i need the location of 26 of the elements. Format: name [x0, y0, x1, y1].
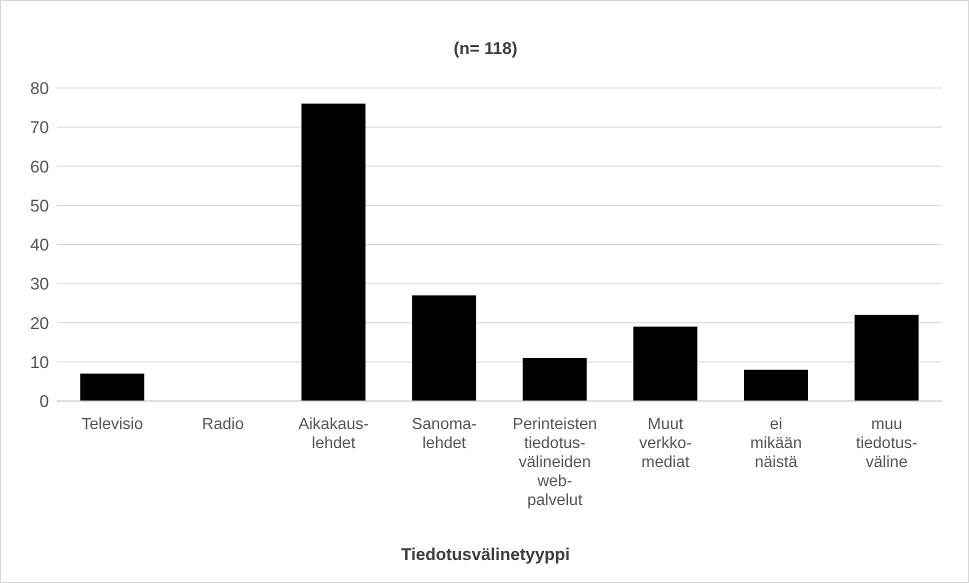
bar: [854, 314, 919, 401]
x-tick-label: muu tiedotus-väline: [856, 416, 918, 471]
bar: [301, 104, 366, 401]
x-tick-label: Sanoma-lehdet: [412, 416, 477, 452]
x-tick-label: Muut verkko-mediat: [639, 416, 692, 471]
x-tick-label: Televisio: [82, 416, 144, 433]
bar: [412, 295, 476, 401]
y-tick-label: 80: [30, 79, 49, 98]
y-tick-label: 20: [30, 314, 49, 333]
x-tick-label: Aikakaus-lehdet: [298, 416, 369, 452]
x-tick-label: ei mikään näistä: [750, 416, 802, 471]
bar: [80, 374, 144, 401]
bar: [522, 358, 587, 401]
y-tick-label: 30: [30, 274, 49, 294]
y-tick-label: 70: [30, 118, 49, 138]
y-tick-label: 0: [40, 392, 49, 412]
x-tick-label: Radio: [202, 416, 244, 433]
y-tick-label: 40: [30, 236, 49, 255]
bar: [633, 326, 698, 401]
x-tick-label: Perinteisten tiedotus-välineiden web-palvelut: [512, 416, 598, 509]
chart-title: (n= 118): [452, 39, 518, 59]
y-tick-label: 10: [30, 352, 49, 372]
x-axis-title: Tiedotusvälinetyyppi: [400, 545, 571, 565]
bar: [744, 370, 808, 401]
y-tick-label: 50: [30, 196, 49, 216]
y-tick-label: 60: [30, 157, 49, 176]
